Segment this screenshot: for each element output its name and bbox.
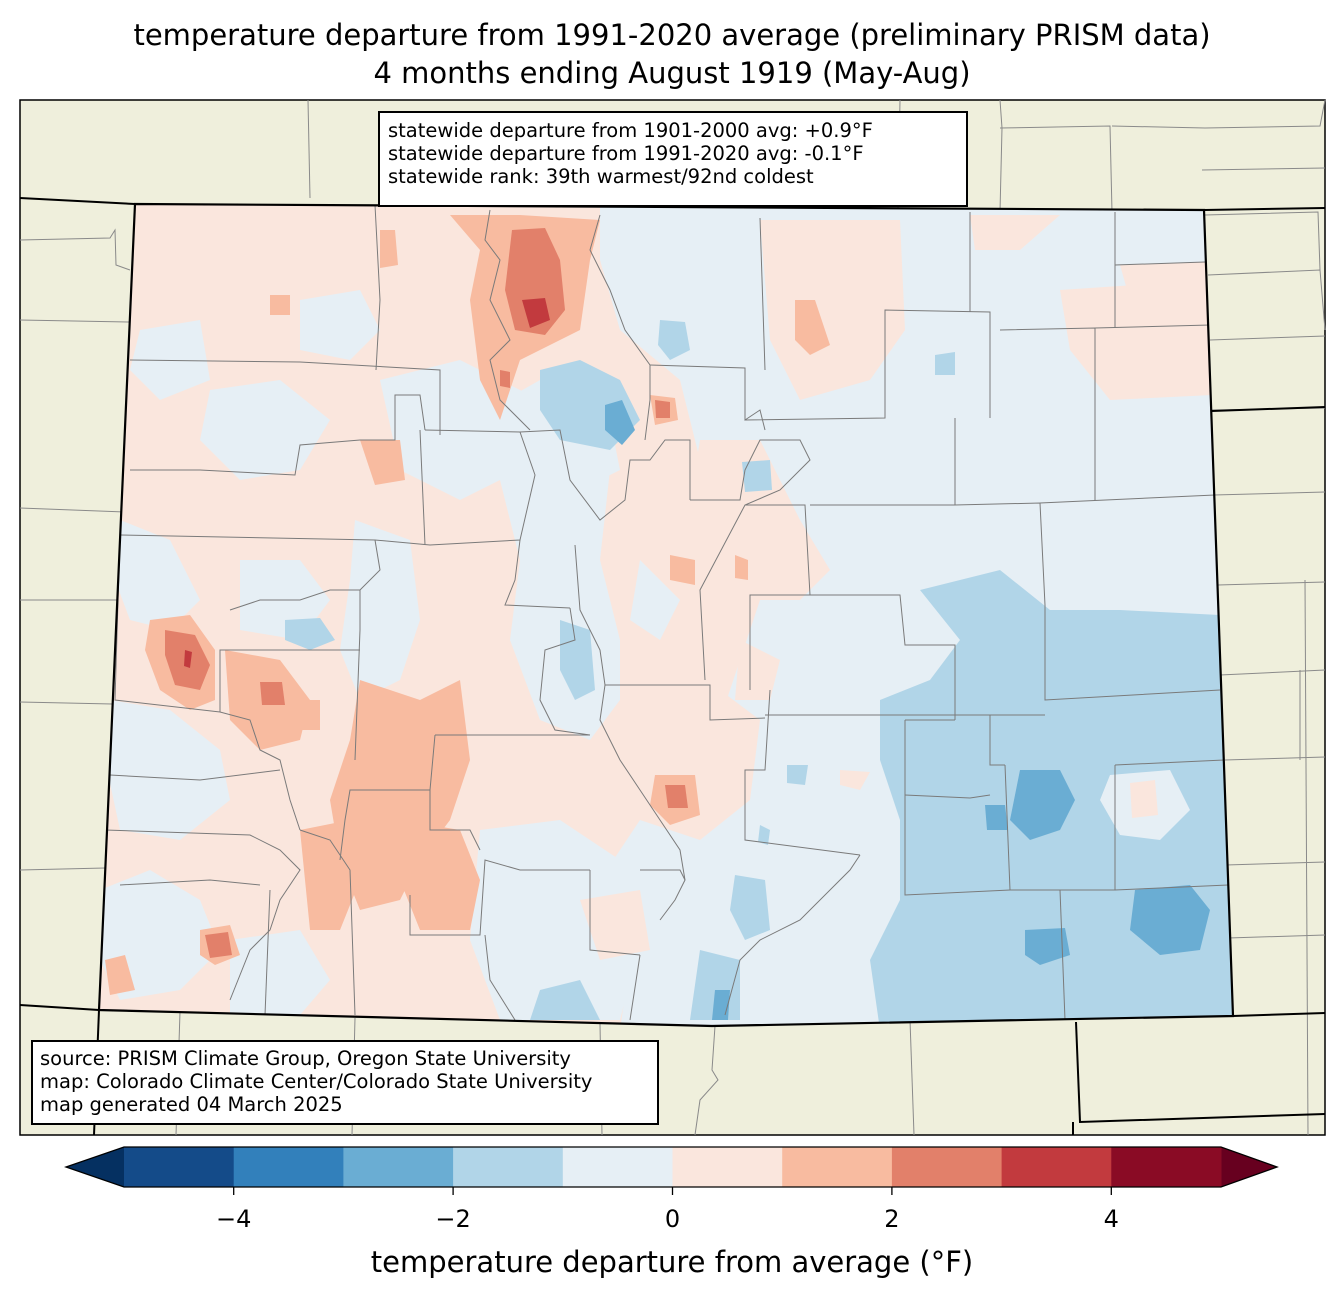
colorbar-under-arrow [66,1147,124,1187]
colorbar-tick-label: 2 [884,1205,899,1233]
colorbar-cell [1001,1147,1112,1187]
colorbar-title: temperature departure from average (°F) [371,1245,973,1279]
stats-departure-1991-2020: statewide departure from 1991-2020 avg: … [388,142,864,165]
source-credits-box: source: PRISM Climate Group, Oregon Stat… [31,1040,659,1125]
colorbar-cell [453,1147,564,1187]
colorbar-tick-label: 4 [1104,1205,1119,1233]
colorbar-cell [124,1147,235,1187]
colorbar-cell [782,1147,893,1187]
colorbar-tick-label: −2 [435,1205,470,1233]
colorbar-cell [562,1147,673,1187]
map-title-line2: 4 months ending August 1919 (May-Aug) [373,56,971,90]
stats-rank: statewide rank: 39th warmest/92nd coldes… [388,165,814,188]
colorbar-tick-label: −4 [216,1205,251,1233]
colorbar-cell [233,1147,344,1187]
colorbar-cell [343,1147,454,1187]
colorbar: −4 −2 0 2 4 temperature departure from avera… [64,1146,1279,1279]
colorbar-tick-label: 0 [665,1205,680,1233]
map-credit-line: map: Colorado Climate Center/Colorado St… [40,1070,593,1093]
stats-departure-1901-2000: statewide departure from 1901-2000 avg: … [388,119,873,142]
county-lines [104,204,1229,1021]
map-title-line1: temperature departure from 1991-2020 ave… [133,18,1211,52]
colorbar-over-arrow [1221,1147,1277,1187]
statewide-stats-box: statewide departure from 1901-2000 avg: … [378,111,968,207]
generated-date-line: map generated 04 March 2025 [40,1093,343,1116]
source-line: source: PRISM Climate Group, Oregon Stat… [40,1047,571,1070]
colorado-border [97,202,1235,1028]
colorbar-cell [1111,1147,1222,1187]
state-borders [19,197,1326,1136]
temperature-field [99,204,1233,1026]
colorbar-cell [672,1147,783,1187]
colorbar-outline [64,1146,1279,1188]
colorbar-cell [891,1147,1003,1187]
